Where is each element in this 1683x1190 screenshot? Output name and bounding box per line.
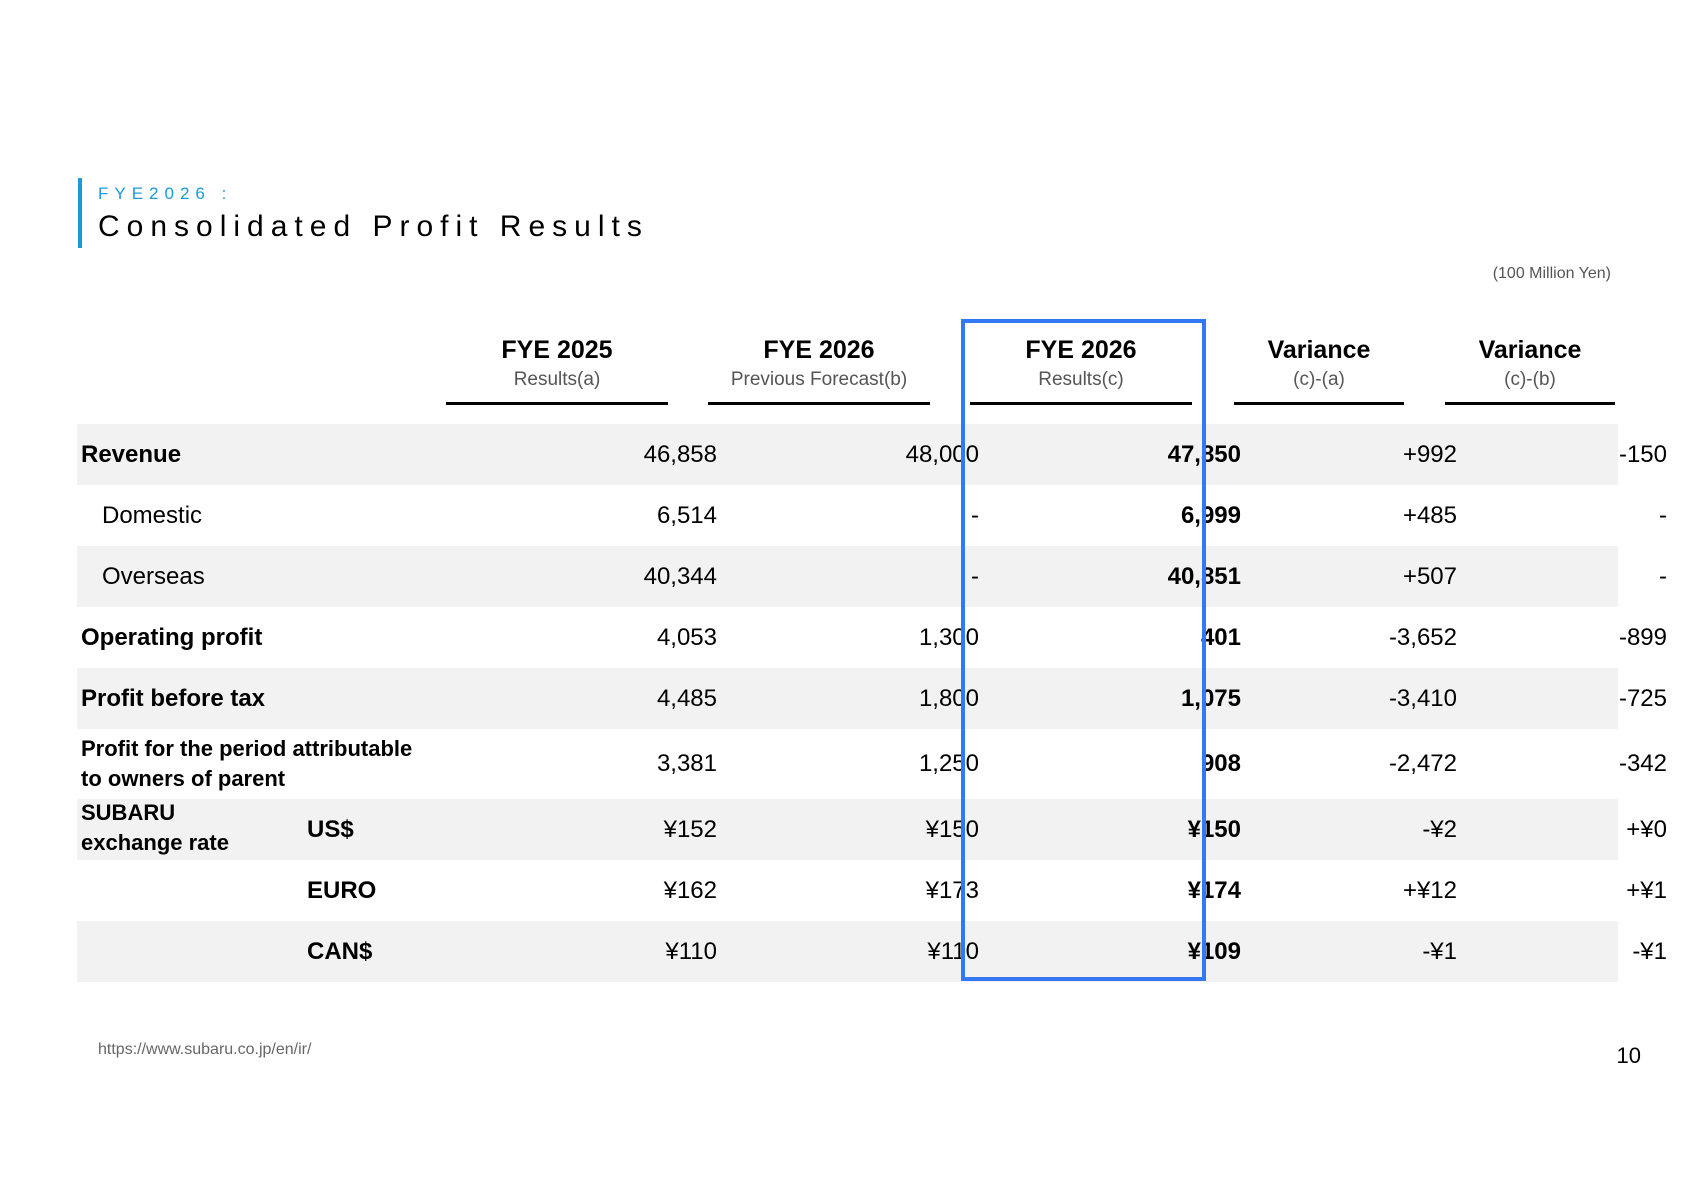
currency-label: CAN$ bbox=[307, 937, 373, 965]
fx-group-label: SUBARU exchange rate bbox=[81, 797, 229, 858]
header-rule bbox=[708, 402, 930, 405]
cell-forecast: - bbox=[971, 501, 979, 529]
row-label-line: Profit for the period attributable bbox=[81, 736, 413, 761]
fx-group-label-line: exchange rate bbox=[81, 829, 229, 855]
table-row-operating-profit: Operating profit 4,053 1,300 401 -3,652 … bbox=[77, 607, 1667, 668]
table-row-domestic: Domestic 6,514 - 6,999 +485 - bbox=[77, 485, 1667, 546]
cell-results: 6,999 bbox=[1180, 501, 1241, 529]
cell-fye2025: ¥162 bbox=[663, 876, 717, 904]
cell-fye2025: 40,344 bbox=[643, 562, 717, 590]
col-header-fye2025: FYE 2025 Results(a) bbox=[446, 334, 668, 405]
cell-results: 908 bbox=[1200, 750, 1241, 777]
cell-variance-cb: -150 bbox=[1618, 440, 1667, 468]
table-row-revenue: Revenue 46,858 48,000 47,850 +992 -150 bbox=[77, 424, 1667, 485]
cell-variance-ca: +507 bbox=[1402, 562, 1457, 590]
cell-results: ¥174 bbox=[1187, 876, 1241, 904]
cell-forecast: ¥173 bbox=[925, 876, 979, 904]
header-rule bbox=[1445, 402, 1615, 405]
currency-label: US$ bbox=[307, 815, 354, 843]
header-rule bbox=[970, 402, 1192, 405]
cell-fye2025: ¥110 bbox=[665, 937, 717, 965]
cell-variance-cb: - bbox=[1659, 562, 1667, 590]
cell-results: 40,851 bbox=[1167, 562, 1241, 590]
table-row-fx-euro: EURO ¥162 ¥173 ¥174 +¥12 +¥1 bbox=[77, 860, 1667, 921]
row-label: Profit before tax bbox=[81, 684, 266, 712]
cell-forecast: ¥110 bbox=[927, 937, 979, 965]
cell-variance-cb: +¥0 bbox=[1626, 815, 1667, 843]
cell-fye2025: ¥152 bbox=[663, 815, 717, 843]
cell-variance-cb: -725 bbox=[1618, 684, 1667, 712]
cell-variance-ca: +¥12 bbox=[1402, 876, 1457, 904]
row-label: Domestic bbox=[102, 501, 203, 529]
header-rule bbox=[1234, 402, 1404, 405]
cell-fye2025: 46,858 bbox=[643, 440, 717, 468]
cell-variance-ca: -¥1 bbox=[1422, 937, 1457, 965]
cell-variance-cb: -342 bbox=[1618, 750, 1667, 777]
cell-variance-cb: - bbox=[1659, 501, 1667, 529]
cell-results: ¥109 bbox=[1187, 937, 1241, 965]
row-label: Overseas bbox=[102, 562, 205, 590]
cell-variance-ca: -3,410 bbox=[1388, 684, 1457, 712]
cell-variance-cb: -899 bbox=[1618, 623, 1667, 651]
cell-fye2025: 4,485 bbox=[656, 684, 717, 712]
header-rule bbox=[446, 402, 668, 405]
page-number: 10 bbox=[1616, 1043, 1641, 1068]
cell-variance-ca: -2,472 bbox=[1388, 750, 1457, 777]
cell-forecast: 1,800 bbox=[918, 684, 979, 712]
cell-variance-cb: -¥1 bbox=[1632, 937, 1667, 965]
cell-results: ¥150 bbox=[1187, 815, 1241, 843]
row-label: Revenue bbox=[81, 440, 182, 468]
footer-url[interactable]: https://www.subaru.co.jp/en/ir/ bbox=[98, 1041, 312, 1058]
cell-fye2025: 6,514 bbox=[656, 501, 717, 529]
col-header-fye2026-forecast: FYE 2026 Previous Forecast(b) bbox=[708, 334, 930, 405]
cell-results: 47,850 bbox=[1167, 440, 1241, 468]
cell-forecast: 1,300 bbox=[918, 623, 979, 651]
table-row-profit-attributable: Profit for the period attributable to ow… bbox=[77, 729, 1667, 799]
fx-group-label-line: SUBARU bbox=[81, 799, 176, 825]
col-header-fye2026-results: FYE 2026 Results(c) bbox=[970, 334, 1192, 405]
col-header-variance-ca: Variance (c)-(a) bbox=[1234, 334, 1404, 405]
cell-forecast: 1,250 bbox=[918, 750, 979, 777]
page-title: Consolidated Profit Results bbox=[98, 210, 649, 243]
cell-variance-ca: -¥2 bbox=[1422, 815, 1457, 843]
page-subtitle: FYE2026 : bbox=[98, 184, 233, 203]
currency-label: EURO bbox=[307, 876, 377, 904]
cell-forecast: - bbox=[971, 562, 979, 590]
cell-results: 1,075 bbox=[1180, 684, 1241, 712]
unit-note: (100 Million Yen) bbox=[1492, 265, 1611, 282]
cell-variance-ca: +485 bbox=[1402, 501, 1457, 529]
col-header-variance-cb: Variance (c)-(b) bbox=[1445, 334, 1615, 405]
table-row-overseas: Overseas 40,344 - 40,851 +507 - bbox=[77, 546, 1667, 607]
cell-variance-ca: -3,652 bbox=[1388, 623, 1457, 651]
cell-forecast: ¥150 bbox=[925, 815, 979, 843]
cell-variance-cb: +¥1 bbox=[1626, 876, 1667, 904]
table-row-fx-cad: CAN$ ¥110 ¥110 ¥109 -¥1 -¥1 bbox=[77, 921, 1667, 982]
row-label: Operating profit bbox=[81, 623, 263, 651]
row-label: Profit for the period attributable to ow… bbox=[81, 729, 412, 799]
cell-fye2025: 3,381 bbox=[656, 750, 717, 777]
title-accent-bar bbox=[78, 178, 82, 248]
cell-fye2025: 4,053 bbox=[656, 623, 717, 651]
row-label-line: to owners of parent bbox=[81, 766, 286, 791]
cell-variance-ca: +992 bbox=[1402, 440, 1457, 468]
cell-forecast: 48,000 bbox=[905, 440, 979, 468]
table-row-fx-usd: SUBARU exchange rate US$ ¥152 ¥150 ¥150 … bbox=[77, 797, 1667, 860]
cell-results: 401 bbox=[1200, 623, 1241, 651]
table-row-profit-before-tax: Profit before tax 4,485 1,800 1,075 -3,4… bbox=[77, 668, 1667, 729]
